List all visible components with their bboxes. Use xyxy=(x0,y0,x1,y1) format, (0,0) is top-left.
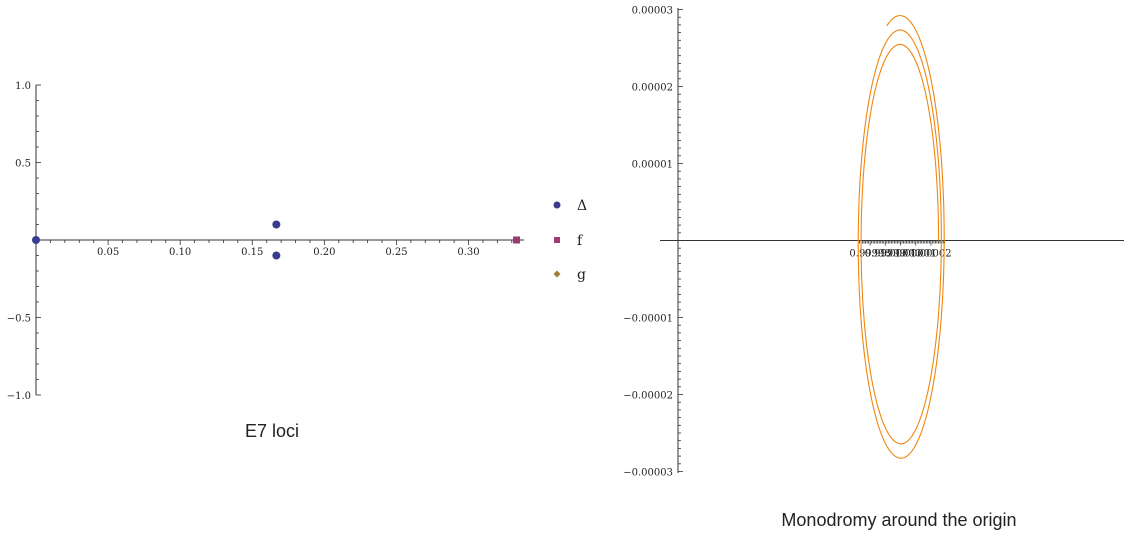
y-tick-label: −1.0 xyxy=(7,391,31,402)
y-tick-label: −0.00002 xyxy=(623,391,673,402)
y-tick-label: 0.00003 xyxy=(632,6,673,17)
x-tick-label: 1.00000 xyxy=(880,249,921,260)
x-tick-label: 1.00002 xyxy=(910,249,951,260)
y-tick-label: 0.5 xyxy=(15,159,31,170)
y-tick-label: −0.00003 xyxy=(623,468,673,479)
chart-caption: E7 loci xyxy=(245,421,299,441)
legend-label: Δ xyxy=(577,198,587,214)
e7-loci-chart: 0.05 0.10 0.15 0.20 0.25 0.30 1.0 0.5 −0.5 −1.0 Δf… xyxy=(7,81,587,441)
y-tick-label: 0.00001 xyxy=(632,160,673,171)
x-tick-label: 0.30 xyxy=(457,247,479,258)
x-tick-label: 1.00001 xyxy=(895,249,936,260)
x-tick-label: 0.15 xyxy=(241,247,263,258)
x-tick-label: 0.05 xyxy=(97,247,119,258)
x-tick-label: 0.99998 xyxy=(849,249,890,260)
chart-caption: Monodromy around the origin xyxy=(781,510,1016,530)
data-point-circle xyxy=(272,251,281,260)
legend-marker-circle xyxy=(553,201,561,209)
data-point-circle xyxy=(272,220,281,229)
legend-label: g xyxy=(577,267,586,283)
x-tick-label: 0.10 xyxy=(169,247,191,258)
legend-label: f xyxy=(577,233,584,249)
legend-marker-diamond xyxy=(553,270,561,278)
x-tick-label: 0.20 xyxy=(313,247,335,258)
monodromy-spiral-line xyxy=(857,15,945,459)
y-tick-label: −0.00001 xyxy=(623,314,673,325)
legend-marker-square xyxy=(554,237,560,243)
data-point-circle xyxy=(32,236,40,244)
x-tick-label: 0.99999 xyxy=(865,249,906,260)
y-tick-label: 1.0 xyxy=(15,81,31,92)
data-point-square xyxy=(513,236,521,244)
y-tick-label: −0.5 xyxy=(7,314,31,325)
x-tick-label: 0.25 xyxy=(385,247,407,258)
y-tick-label: 0.00002 xyxy=(632,83,673,94)
